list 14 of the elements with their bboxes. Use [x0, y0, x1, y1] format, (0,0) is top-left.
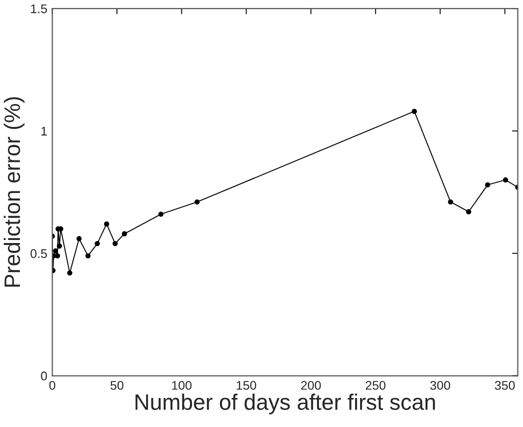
- x-tick-label: 100: [172, 380, 192, 390]
- x-tick-label: 250: [366, 380, 386, 390]
- x-tick-label: 0: [49, 380, 56, 390]
- y-axis-title: Prediction error (%): [4, 97, 24, 287]
- y-tick-label: 1: [41, 126, 47, 136]
- y-tick-label: 0: [40, 372, 47, 380]
- x-axis-title: Number of days after first scan: [136, 394, 435, 414]
- y-tick-label: 1.5: [31, 4, 47, 14]
- y-tick-label: 0.5: [30, 249, 47, 258]
- x-tick-label: 50: [110, 380, 124, 390]
- x-tick-label: 200: [301, 380, 321, 390]
- x-tick-label: 350: [494, 380, 515, 390]
- x-tick-label: 300: [430, 380, 450, 390]
- x-tick-label: 150: [236, 380, 256, 390]
